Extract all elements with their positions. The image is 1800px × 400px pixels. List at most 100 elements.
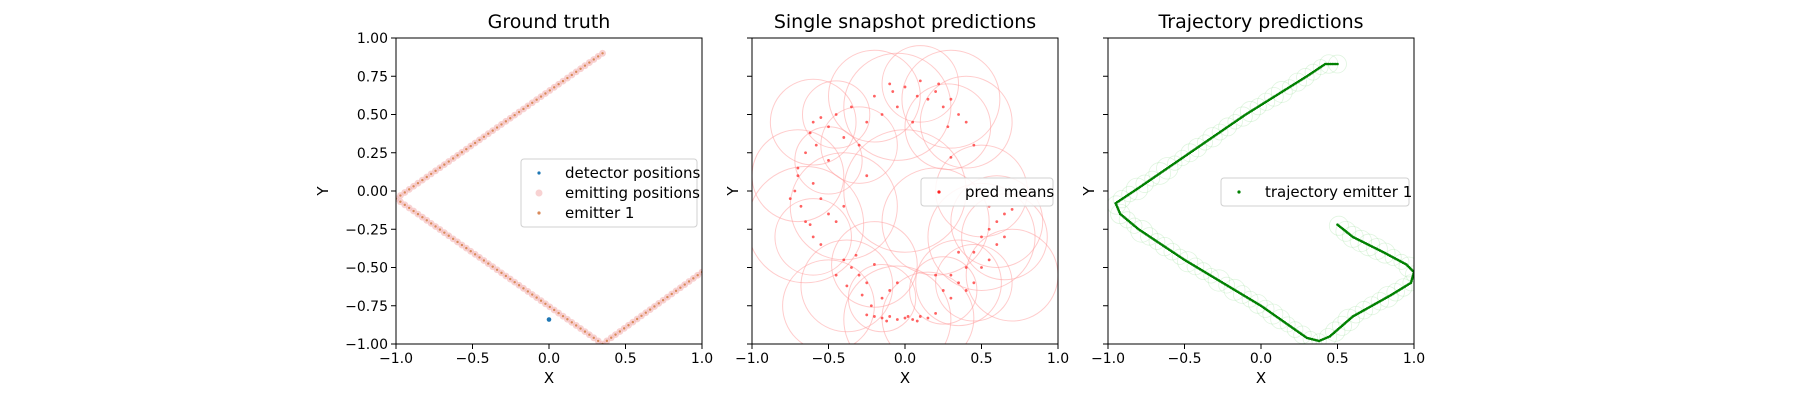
emitter-point — [622, 327, 626, 330]
legend-entry: detector positions — [565, 164, 701, 182]
data-layer — [396, 49, 702, 344]
uncertainty-circle — [1118, 211, 1136, 229]
uncertainty-circle — [1125, 177, 1149, 201]
pred-mean-point — [891, 90, 895, 93]
emitter-point — [631, 320, 635, 324]
uncertainty-circle — [1110, 203, 1131, 225]
emitter-point — [504, 120, 508, 123]
emitter-point — [648, 308, 652, 311]
pred-mean-point — [972, 250, 976, 254]
emitter-point — [561, 79, 565, 83]
emitter-point — [438, 228, 442, 231]
pred-mean-point — [915, 319, 919, 323]
uncertainty-circle — [950, 175, 1044, 269]
uncertainty-circle — [1257, 92, 1276, 111]
uncertainty-circle — [1108, 195, 1127, 215]
emitter-point — [583, 64, 587, 67]
uncertainty-circle — [1156, 157, 1179, 180]
emitter-point — [522, 287, 525, 290]
x-tick-label: 0.0 — [538, 351, 560, 367]
x-axis-label: X — [544, 369, 554, 387]
x-tick-label: 1.0 — [1403, 351, 1425, 367]
emitter-point — [618, 330, 622, 333]
pred-mean-point — [941, 105, 945, 109]
uncertainty-circle — [1398, 256, 1414, 278]
emitter-point — [403, 191, 406, 194]
uncertainty-circle — [1232, 106, 1253, 127]
uncertainty-circle — [1302, 330, 1319, 344]
legend-entry: trajectory emitter 1 — [1265, 183, 1412, 201]
pred-mean-point — [895, 105, 899, 109]
emitter-point — [491, 265, 494, 268]
emitter-point — [434, 169, 437, 173]
emitter-point — [644, 311, 647, 314]
emitter-point — [412, 185, 415, 188]
emitter-point — [425, 219, 428, 222]
uncertainty-circle — [1270, 309, 1291, 330]
pred-mean-point — [788, 197, 792, 201]
pred-mean-point — [972, 143, 976, 147]
x-tick-label: −1.0 — [379, 351, 413, 367]
uncertainty-circle — [1262, 303, 1284, 325]
panel-title: Trajectory predictions — [1157, 11, 1363, 33]
pred-mean-point — [834, 273, 838, 277]
uncertainty-circle — [1148, 233, 1166, 250]
uncertainty-circle — [782, 259, 875, 344]
uncertainty-circle — [1126, 217, 1143, 234]
emitter-point — [478, 256, 481, 259]
emitter-point — [579, 67, 582, 70]
uncertainty-circle — [1332, 315, 1352, 336]
pred-mean-point — [857, 143, 861, 147]
x-axis-label: X — [900, 369, 910, 387]
pred-mean-point — [888, 289, 892, 292]
legend: pred means — [920, 177, 1054, 207]
emitter-point — [539, 95, 543, 98]
uncertainty-circle — [1121, 185, 1138, 203]
emitter-point — [460, 243, 464, 247]
emitter-point — [443, 163, 446, 166]
emitter-point — [447, 234, 450, 237]
pred-mean-point — [811, 181, 815, 185]
emitter-point — [509, 277, 512, 281]
pred-mean-point — [934, 90, 937, 93]
pred-mean-point — [873, 94, 876, 98]
pred-mean-point — [987, 258, 991, 262]
y-axis-label: Y — [1080, 186, 1098, 197]
uncertainty-circle — [1394, 278, 1413, 297]
emitter-point — [412, 209, 415, 213]
uncertainty-circle — [1135, 174, 1154, 193]
pred-mean-point — [903, 85, 907, 89]
trajectory-point — [1336, 223, 1339, 226]
x-tick-label: 0.0 — [894, 351, 916, 367]
emitter-point — [491, 129, 494, 132]
pred-mean-point — [854, 253, 858, 257]
emitter-point — [661, 299, 665, 302]
uncertainty-circle — [843, 265, 952, 344]
legend-entry: emitting positions — [565, 184, 700, 202]
emitter-point — [504, 274, 508, 278]
pred-mean-point — [796, 166, 800, 170]
emitter-point — [574, 70, 578, 74]
uncertainty-circle — [919, 75, 1013, 169]
pred-mean-point — [819, 116, 823, 119]
pred-mean-point — [873, 263, 876, 266]
y-axis-label: Y — [314, 186, 332, 197]
pred-mean-point — [842, 136, 846, 139]
x-tick-label: 0.5 — [970, 351, 992, 367]
x-tick-label: −0.5 — [456, 351, 490, 367]
pred-mean-point — [895, 318, 899, 321]
emitter-point — [487, 262, 490, 265]
pred-mean-point — [880, 113, 884, 116]
emitter-point — [557, 311, 560, 315]
emitter-point — [487, 132, 490, 135]
pred-mean-point — [888, 82, 892, 86]
emitter-point — [421, 178, 424, 182]
pred-mean-point — [934, 273, 937, 277]
emitter-point — [500, 123, 503, 126]
emitter-point — [425, 175, 428, 179]
uncertainty-circle — [1377, 286, 1399, 308]
y-tick-label: −1.00 — [345, 337, 388, 353]
plot-area: −1.0 −0.5 0.0 0.5 1.0 trajectory emitter 1 — [1091, 37, 1425, 367]
pred-mean-point — [949, 296, 953, 300]
emitter-point — [531, 101, 534, 104]
